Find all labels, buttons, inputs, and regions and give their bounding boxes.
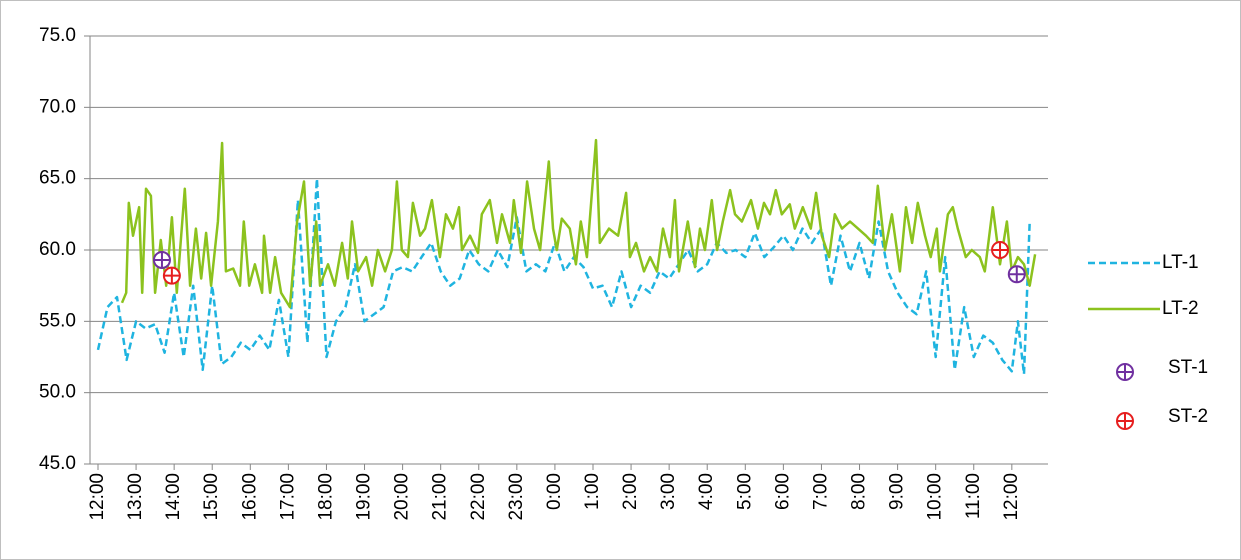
x-tick-label: 22:00	[468, 473, 489, 521]
y-tick-label: 55.0	[39, 310, 76, 331]
x-tick-label: 4:00	[696, 473, 717, 510]
x-tick-label: 12:00	[87, 473, 108, 521]
x-tick-label: 6:00	[772, 473, 793, 510]
legend-label: ST-2	[1168, 406, 1208, 427]
x-tick-label: 20:00	[392, 473, 413, 521]
x-tick-label: 8:00	[849, 473, 870, 510]
marker	[991, 241, 1010, 259]
x-tick-label: 9:00	[887, 473, 908, 510]
series-line	[120, 138, 1037, 309]
legend-label: LT-2	[1162, 298, 1199, 319]
x-tick-label: 7:00	[810, 473, 831, 510]
x-tick-label: 23:00	[506, 473, 527, 521]
x-tick-label: 17:00	[277, 473, 298, 521]
y-tick-label: 65.0	[39, 168, 76, 189]
y-tick-label: 60.0	[39, 239, 76, 260]
x-tick-label: 12:00	[1001, 473, 1022, 521]
x-tick-label: 5:00	[734, 473, 755, 510]
y-tick-label: 45.0	[39, 453, 76, 474]
x-tick-label: 1:00	[582, 473, 603, 510]
y-tick-label: 70.0	[39, 96, 76, 117]
x-tick-label: 3:00	[658, 473, 679, 510]
y-tick-label: 50.0	[39, 382, 76, 403]
marker	[162, 266, 181, 285]
x-tick-label: 10:00	[925, 473, 946, 521]
x-tick-label: 16:00	[239, 473, 260, 521]
x-tick-label: 11:00	[963, 473, 984, 519]
marker	[1116, 363, 1134, 381]
x-tick-label: 13:00	[125, 473, 146, 521]
y-tick-label: 75.0	[39, 25, 76, 46]
legend-label: ST-1	[1168, 357, 1208, 378]
marker	[1116, 412, 1134, 430]
x-tick-label: 15:00	[201, 473, 222, 521]
marker	[1007, 265, 1026, 284]
x-tick-label: 21:00	[430, 473, 451, 521]
x-tick-label: 18:00	[315, 473, 336, 521]
legend-label: LT-1	[1162, 252, 1199, 273]
marker	[152, 250, 171, 269]
x-tick-label: 19:00	[354, 473, 375, 521]
x-tick-label: 2:00	[620, 473, 641, 510]
x-tick-label: 14:00	[163, 473, 184, 521]
x-tick-label: 0:00	[544, 473, 565, 510]
